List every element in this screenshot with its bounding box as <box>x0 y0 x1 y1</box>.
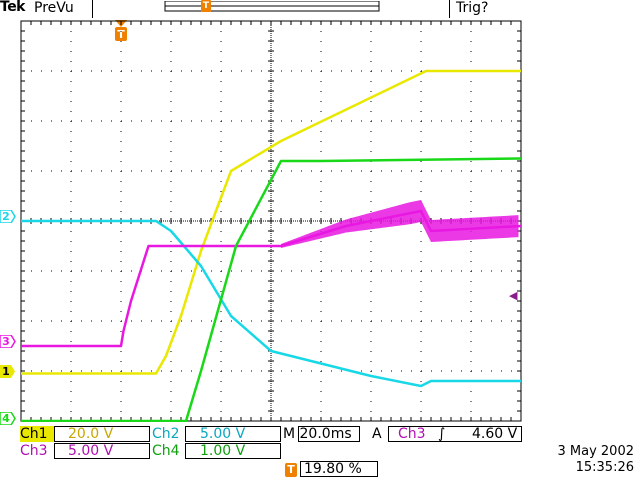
ch4-ground-marker[interactable]: 4 <box>0 412 16 425</box>
brand-logo: Tek <box>0 0 26 15</box>
trigger-position-icon: T <box>285 463 297 477</box>
ch2-scale: 5.00 V <box>200 426 246 442</box>
trace-ch2 <box>21 219 521 388</box>
status-bar: Tek PreVu T Trig? <box>0 0 640 20</box>
ch4-scale: 1.00 V <box>200 443 246 459</box>
trace-ch3-noise <box>281 200 519 248</box>
ch1-label: Ch1 <box>20 426 54 442</box>
divider <box>449 0 450 18</box>
ch3-ground-marker[interactable]: 3 <box>0 335 16 348</box>
ch3-scale: 5.00 V <box>68 443 114 459</box>
timebase: M 20.0ms <box>283 426 352 442</box>
trigger-mode: A <box>372 426 382 442</box>
acquisition-mode: PreVu <box>34 0 74 16</box>
time: 15:35:26 <box>575 460 634 475</box>
ch2-ground-marker[interactable]: 2 <box>0 210 16 223</box>
record-trigger-icon: T <box>201 0 211 12</box>
trigger-level: 4.60 V <box>472 426 518 442</box>
date: 3 May 2002 <box>557 444 635 459</box>
trigger-position: 19.80 % <box>304 461 362 477</box>
record-view-bar: T <box>164 0 380 12</box>
trigger-source: Ch3 <box>398 426 426 442</box>
waveform-display[interactable] <box>20 20 522 422</box>
svg-text:T: T <box>117 28 125 41</box>
ch2-label: Ch2 <box>152 426 180 442</box>
ch1-scale: 20.0 V <box>68 426 114 442</box>
trigger-level-marker[interactable]: ◀ <box>509 289 518 302</box>
ch3-label: Ch3 <box>20 443 48 459</box>
trace-ch4 <box>21 157 522 422</box>
trigger-status: Trig? <box>456 0 489 16</box>
ch1-ground-marker[interactable]: 1 <box>0 365 16 378</box>
graticule <box>20 20 522 422</box>
divider <box>92 0 93 18</box>
trace-ch1 <box>21 69 521 375</box>
ch4-label: Ch4 <box>152 443 180 459</box>
trigger-slope-icon: ∫ <box>438 426 446 442</box>
date-time: 3 May 2002 15:35:26 <box>536 444 635 476</box>
